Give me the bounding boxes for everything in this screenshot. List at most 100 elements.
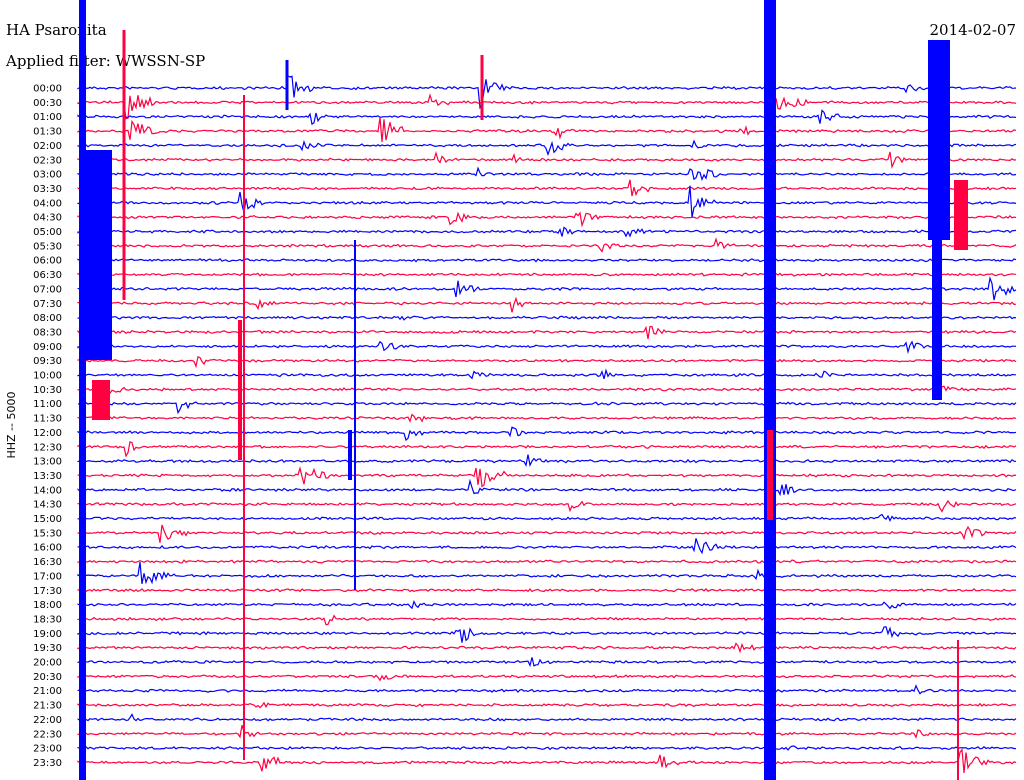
trace-row-0000 (77, 74, 1017, 110)
tick-label-0800: 08:00 (33, 313, 62, 324)
trace-row-1230 (77, 440, 1017, 458)
trace-row-2230 (77, 725, 1017, 739)
trace-row-1600 (77, 538, 1017, 555)
trace-row-2200 (77, 713, 1017, 722)
trace-row-0930 (77, 355, 1017, 369)
tick-label-0100: 01:00 (33, 112, 62, 123)
tick-label-2330: 23:30 (33, 758, 62, 769)
tick-label-0300: 03:00 (33, 170, 62, 181)
trace-row-0500 (77, 226, 1017, 238)
trace-row-0030 (77, 91, 1017, 120)
trace-row-1000 (77, 368, 1017, 380)
tick-label-2100: 21:00 (33, 686, 62, 697)
tick-label-1700: 17:00 (33, 571, 62, 582)
tick-label-1500: 15:00 (33, 514, 62, 525)
trace-row-1730 (77, 588, 1017, 593)
trace-row-0100 (77, 109, 1017, 126)
trace-row-0800 (77, 315, 1017, 321)
tick-label-2000: 20:00 (33, 658, 62, 669)
tick-label-1830: 18:30 (33, 614, 62, 625)
trace-row-1630 (77, 559, 1017, 564)
tick-label-1430: 14:30 (33, 500, 62, 511)
tick-label-1030: 10:30 (33, 385, 62, 396)
trace-row-2130 (77, 701, 1016, 709)
trace-row-0730 (77, 296, 1017, 313)
tick-label-0330: 03:30 (33, 184, 62, 195)
tick-label-2130: 21:30 (33, 701, 62, 712)
tick-label-1000: 10:00 (33, 371, 62, 382)
trace-row-2330 (77, 748, 1017, 773)
tick-label-1130: 11:30 (33, 414, 62, 425)
chart-date: 2014-02-07 (930, 21, 1016, 39)
tick-label-2300: 23:00 (33, 744, 62, 755)
trace-row-0700 (77, 275, 1017, 301)
trace-row-1830 (77, 614, 1017, 626)
saturated-band-left (79, 0, 86, 780)
trace-row-2100 (77, 684, 1016, 695)
trace-row-2300 (77, 745, 1017, 751)
trace-row-1130 (77, 413, 1017, 423)
trace-row-1400 (77, 478, 1017, 497)
tick-label-0030: 00:30 (33, 98, 62, 109)
burst-left-0700 (86, 150, 112, 360)
tick-label-0200: 02:00 (33, 141, 62, 152)
burst-left-1030 (92, 380, 110, 420)
tick-label-0400: 04:00 (33, 198, 62, 209)
trace-row-0300 (77, 166, 1017, 182)
tick-label-2200: 22:00 (33, 715, 62, 726)
trace-row-1300 (77, 454, 1017, 467)
tick-label-1330: 13:30 (33, 471, 62, 482)
tick-label-0830: 08:30 (33, 327, 62, 338)
trace-row-2030 (77, 674, 1017, 682)
saturated-band-right-top (928, 40, 950, 240)
trace-row-0200 (77, 139, 1017, 157)
y-axis-label: HHZ -- 5000 (5, 391, 18, 458)
trace-row-0900 (77, 340, 1017, 355)
trace-row-1200 (77, 426, 1017, 442)
saturated-band-middle (764, 0, 776, 780)
trace-row-0230 (77, 151, 1017, 169)
tick-label-0630: 06:30 (33, 270, 62, 281)
tick-label-1300: 13:00 (33, 457, 62, 468)
tick-label-1630: 16:30 (33, 557, 62, 568)
tick-label-1900: 19:00 (33, 629, 62, 640)
trace-row-1430 (77, 499, 1017, 513)
tick-label-0500: 05:00 (33, 227, 62, 238)
tick-label-0730: 07:30 (33, 299, 62, 310)
trace-row-1700 (77, 562, 1017, 585)
trace-row-0600 (77, 257, 1017, 263)
trace-row-1800 (77, 599, 1017, 610)
tick-label-1530: 15:30 (33, 528, 62, 539)
trace-row-0330 (77, 179, 1017, 197)
trace-row-1030 (77, 384, 1017, 396)
saturated-band-right-lower (932, 240, 942, 400)
tick-label-1100: 11:00 (33, 399, 62, 410)
seismic-traces (77, 0, 1017, 780)
trace-row-0430 (77, 211, 1017, 228)
tick-label-1800: 18:00 (33, 600, 62, 611)
tick-label-1930: 19:30 (33, 643, 62, 654)
trace-row-1530 (77, 524, 1017, 543)
burst-right-0400 (954, 180, 968, 250)
trace-row-0830 (77, 325, 1017, 340)
trace-row-1930 (77, 642, 1017, 654)
tick-label-2230: 22:30 (33, 729, 62, 740)
tick-label-1400: 14:00 (33, 485, 62, 496)
tick-label-0230: 02:30 (33, 155, 62, 166)
trace-row-2000 (77, 657, 1017, 668)
time-tick-labels: 00:00 00:30 01:00 01:30 02:00 02:30 03:00 03:30… (33, 84, 62, 769)
chart-title: HA Psaronita (6, 21, 107, 39)
chart-subtitle: Applied filter: WWSSN-SP (5, 52, 205, 70)
trace-row-0400 (77, 185, 1017, 218)
tick-label-0930: 09:30 (33, 356, 62, 367)
tick-label-0900: 09:00 (33, 342, 62, 353)
tick-label-0600: 06:00 (33, 256, 62, 267)
tick-label-2030: 20:30 (33, 672, 62, 683)
tick-label-1730: 17:30 (33, 586, 62, 597)
trace-row-0130 (77, 117, 1017, 143)
trace-row-1330 (77, 466, 1017, 488)
trace-row-1100 (77, 401, 1017, 415)
tick-label-0000: 00:00 (33, 84, 62, 95)
tick-label-1230: 12:30 (33, 442, 62, 453)
